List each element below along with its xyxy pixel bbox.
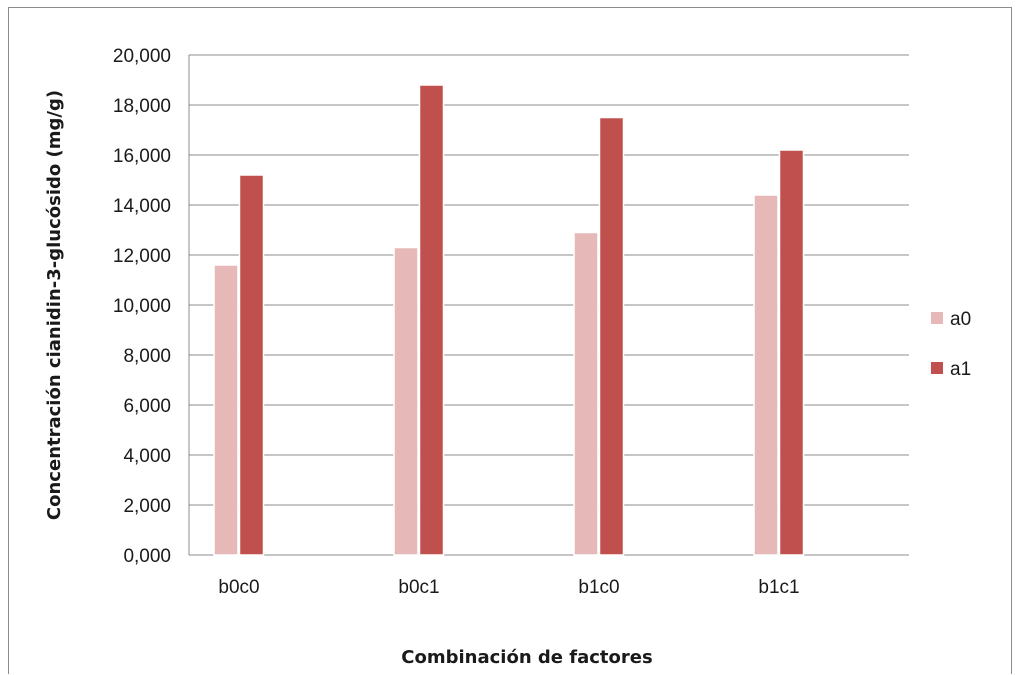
x-axis-title: Combinación de factores — [401, 647, 652, 668]
bars — [213, 84, 805, 556]
bar-a1-b0c1 — [418, 84, 445, 556]
legend-label-a0: a0 — [950, 309, 971, 330]
legend-swatch-a1 — [931, 362, 943, 374]
y-tick-label: 4,000 — [123, 446, 171, 467]
chart-frame — [8, 7, 1012, 674]
legend: a0 a1 — [931, 309, 971, 380]
y-axis-ticks: 0,000 2,000 4,000 6,000 8,000 10,000 12,000 14,… — [113, 46, 171, 567]
y-tick-label: 10,000 — [113, 296, 171, 317]
bar-a1-b0c0 — [238, 174, 265, 556]
y-tick-label: 6,000 — [123, 396, 171, 417]
y-tick-label: 0,000 — [123, 546, 171, 567]
x-tick-label: b1c0 — [578, 577, 619, 598]
y-tick-label: 12,000 — [113, 246, 171, 267]
x-tick-label: b0c0 — [218, 577, 259, 598]
legend-swatch-a0 — [931, 312, 943, 324]
x-axis-ticks: b0c0 b0c1 b1c0 b1c1 — [218, 577, 799, 598]
bar-a0-b0c1 — [393, 246, 419, 556]
y-tick-label: 20,000 — [113, 46, 171, 67]
bar-a0-b1c1 — [753, 194, 779, 556]
x-tick-label: b1c1 — [758, 577, 799, 598]
y-axis-title: Concentración cianidin-3-glucósido (mg/g… — [44, 90, 65, 520]
y-tick-label: 18,000 — [113, 96, 171, 117]
bar-a1-b1c1 — [778, 149, 805, 556]
legend-label-a1: a1 — [950, 359, 971, 380]
y-tick-label: 2,000 — [123, 496, 171, 517]
x-tick-label: b0c1 — [398, 577, 439, 598]
y-tick-label: 16,000 — [113, 146, 171, 167]
bar-a0-b1c0 — [573, 231, 599, 556]
y-tick-label: 8,000 — [123, 346, 171, 367]
y-tick-label: 14,000 — [113, 196, 171, 217]
bar-a1-b1c0 — [598, 116, 625, 556]
bar-a0-b0c0 — [213, 264, 239, 556]
